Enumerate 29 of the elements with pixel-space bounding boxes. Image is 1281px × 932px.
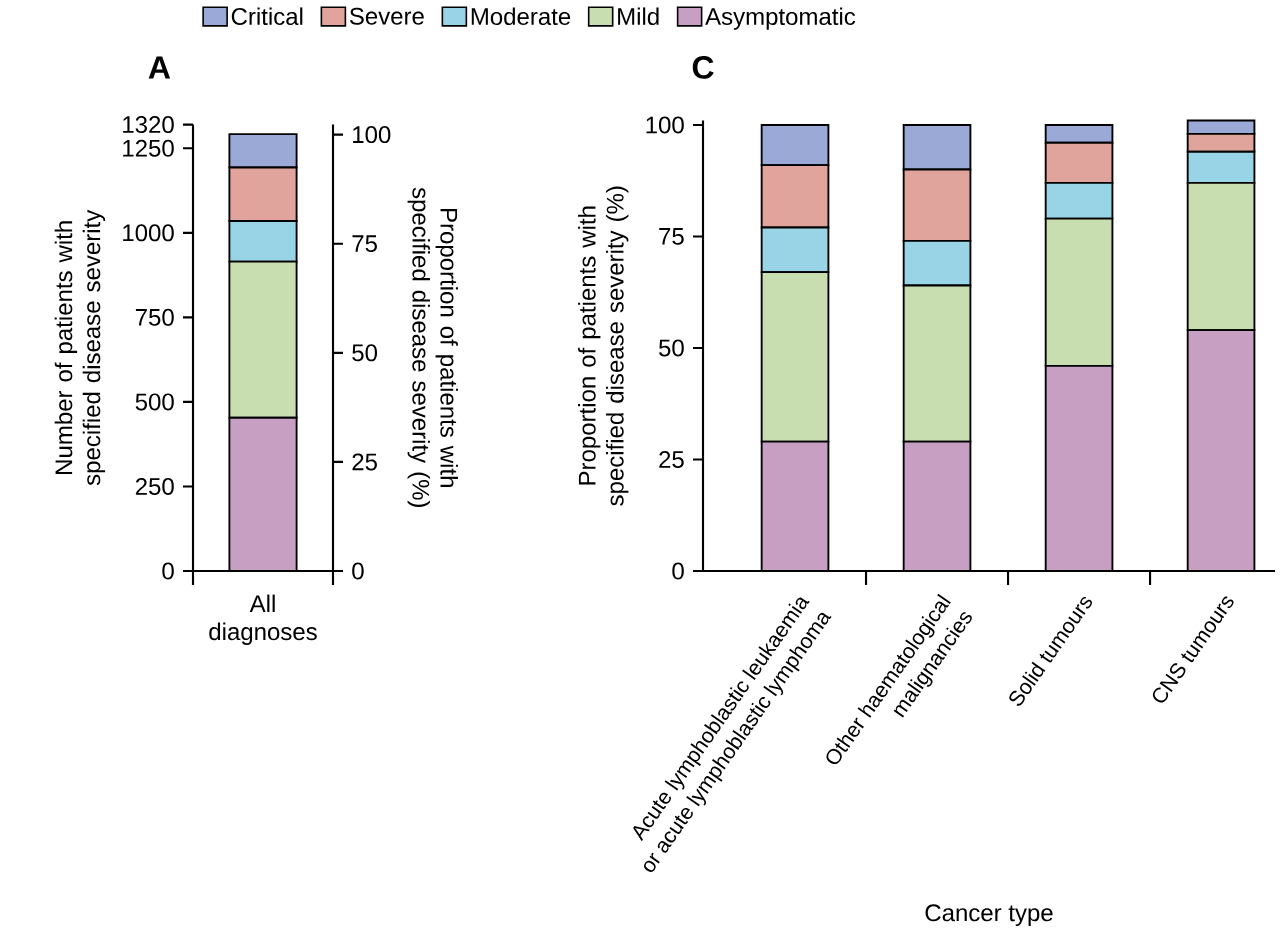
y-tick-label: 50 — [659, 339, 684, 357]
y-tick-label: 75 — [659, 228, 684, 245]
y-tick-label: 1250 — [123, 139, 174, 157]
y-axis-title: Number of patients with specified disease severity — [54, 209, 106, 486]
y2-tick-label: 100 — [353, 126, 391, 144]
y-tick-label: 250 — [135, 477, 174, 495]
y-tick-label: 1320 — [123, 116, 174, 134]
legend-label: Mild — [618, 7, 659, 26]
legend-label: Moderate — [471, 7, 571, 26]
x-axis-title: Cancer type — [925, 904, 1053, 927]
y-tick-label: 1000 — [123, 224, 174, 242]
x-tick-label: All diagnoses — [209, 594, 317, 645]
y2-tick-label: 50 — [352, 344, 378, 362]
chart-title: A — [148, 56, 171, 79]
legend-label: Critical — [231, 7, 303, 26]
y-tick-label: 750 — [135, 308, 174, 326]
y-tick-label: 100 — [646, 116, 684, 134]
legend-label: Severe — [349, 7, 424, 25]
y2-tick-label: 75 — [352, 235, 377, 253]
y2-tick-label: 25 — [352, 453, 377, 471]
y-tick-label: 500 — [135, 393, 174, 411]
chart-title: C — [692, 56, 714, 79]
y-axis-title: Proportion of patients with specified disease severity (%) — [578, 186, 629, 506]
y2-tick-label: 0 — [352, 562, 364, 580]
y-tick-label: 0 — [672, 562, 684, 580]
y2-axis-title: Proportion of patients with specified disease severity (%) — [407, 187, 458, 507]
y-tick-label: 25 — [659, 450, 684, 468]
y-tick-label: 0 — [162, 562, 174, 580]
legend-label: Asymptomatic — [705, 7, 856, 30]
